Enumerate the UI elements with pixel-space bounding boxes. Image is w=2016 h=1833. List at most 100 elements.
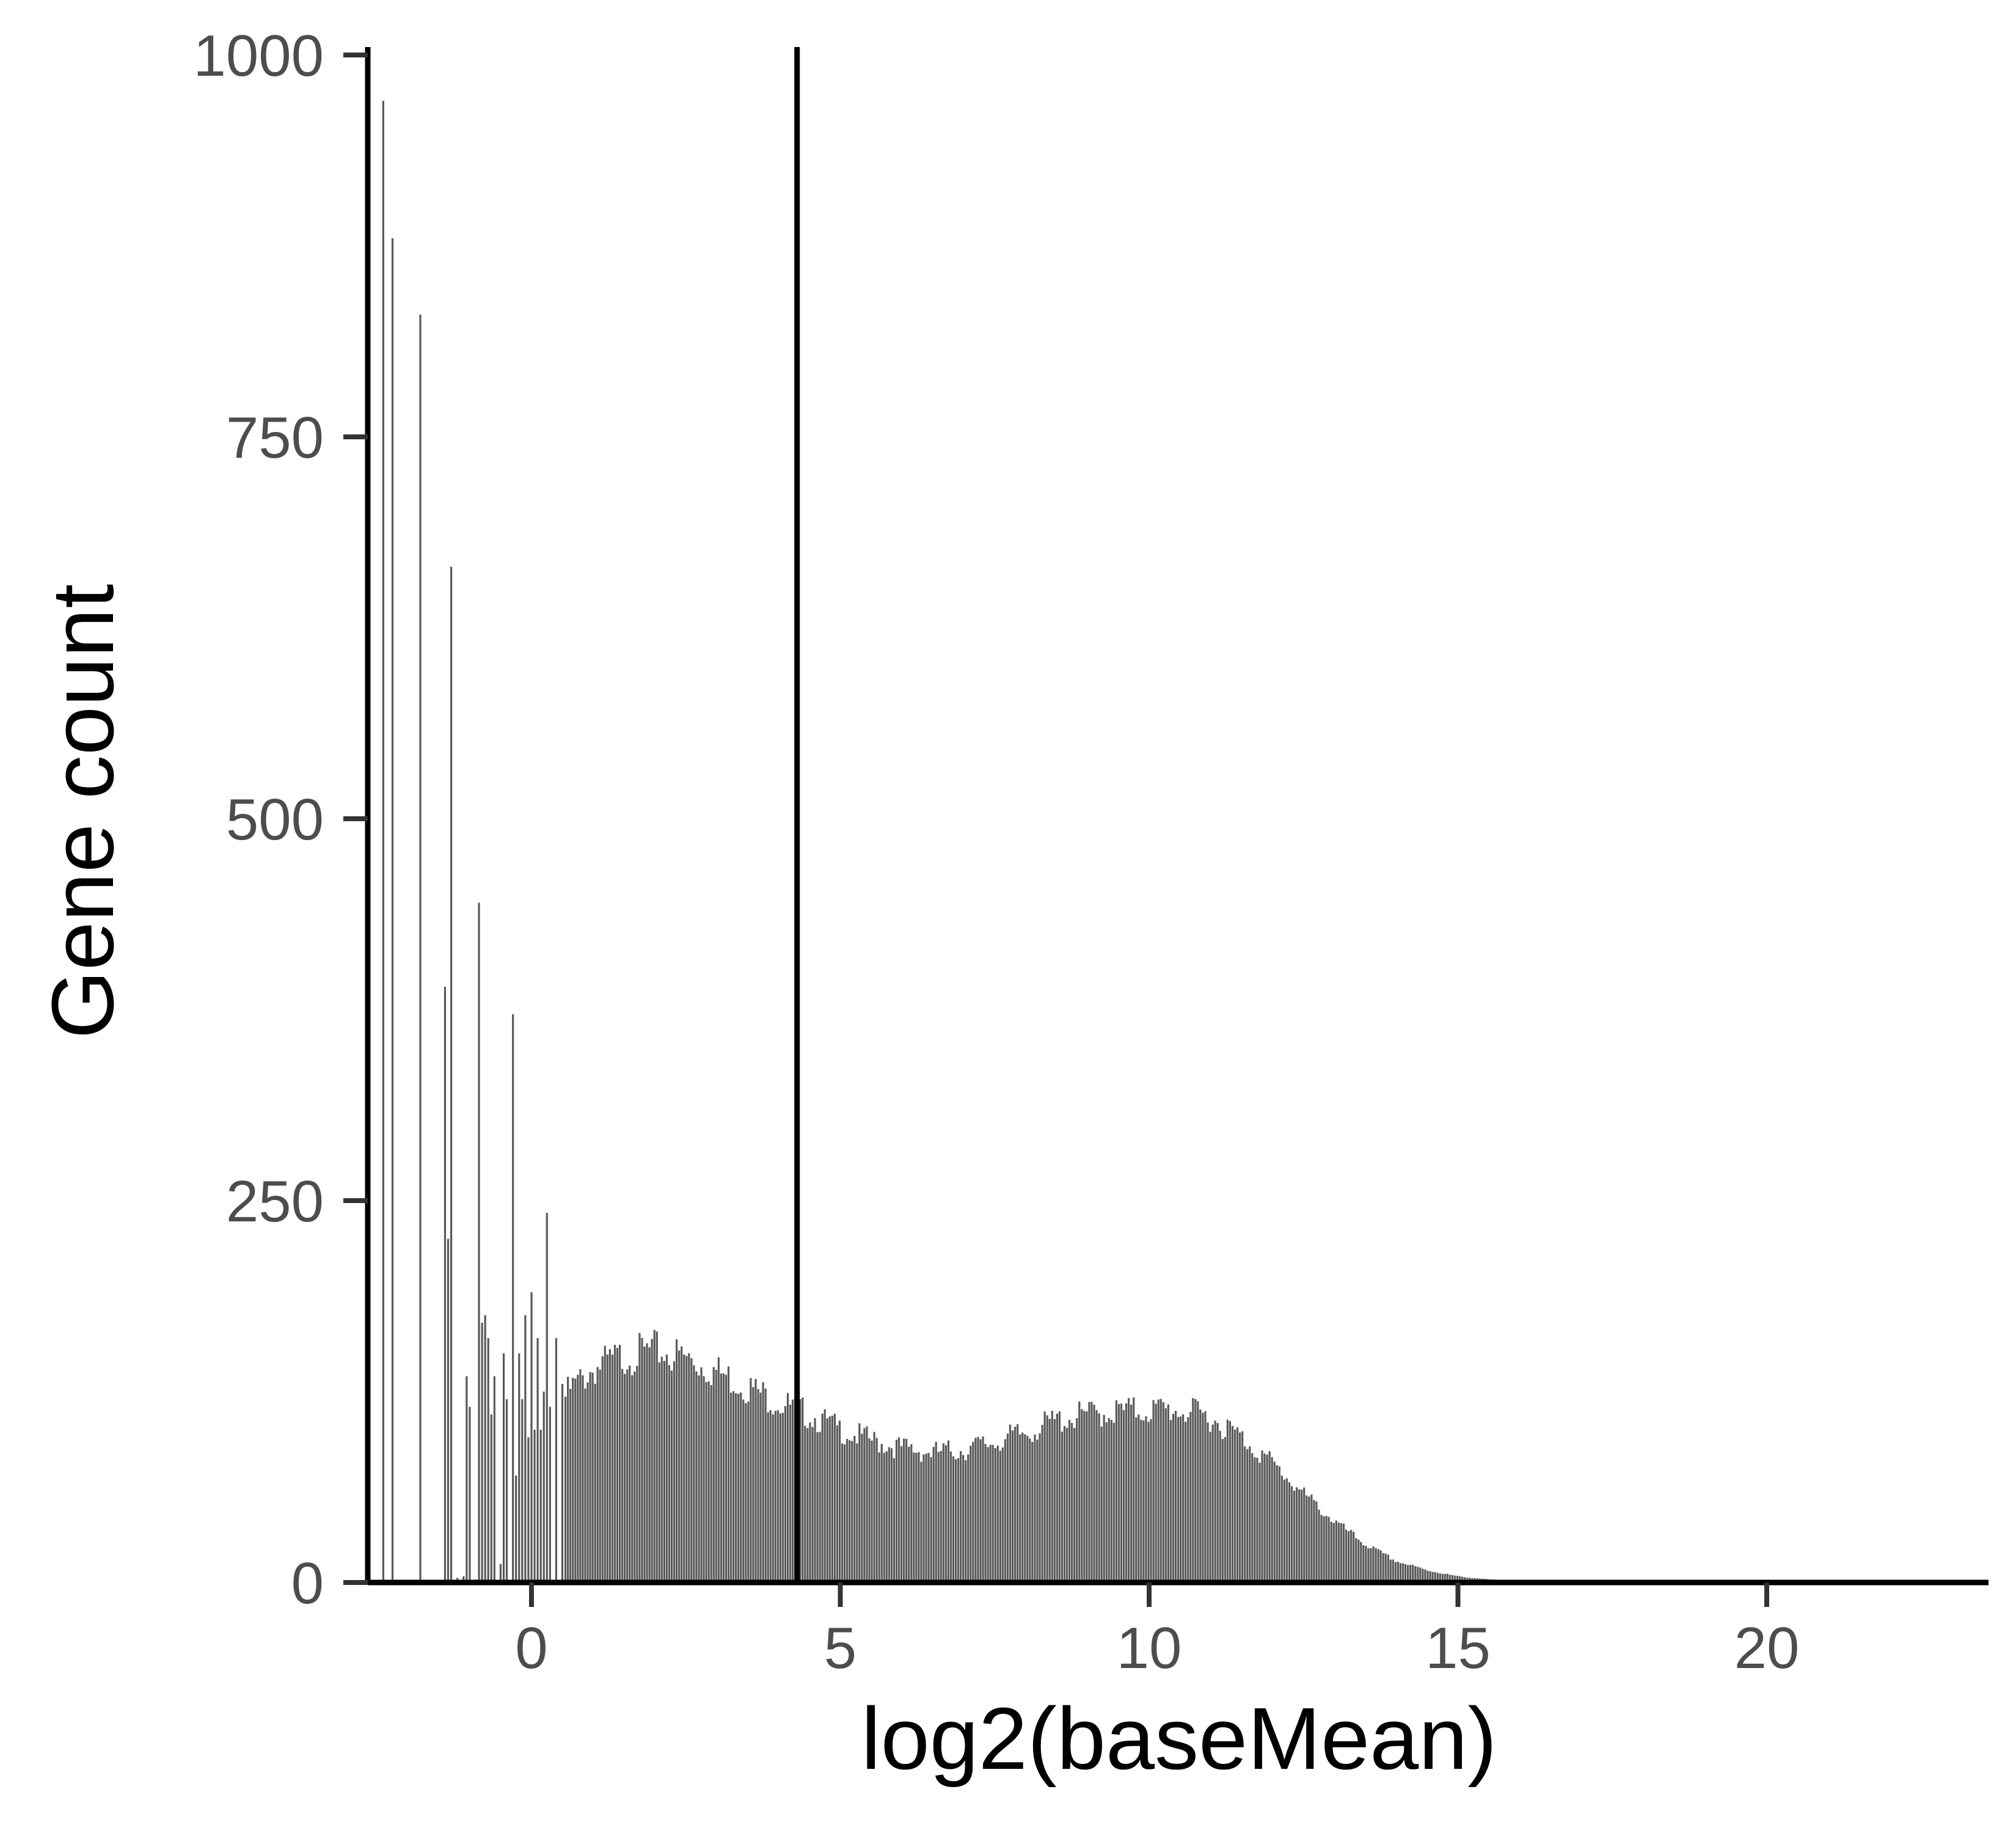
- histogram-bar: [883, 1452, 885, 1582]
- histogram-bar: [903, 1438, 905, 1582]
- x-tick-label: 5: [824, 1615, 856, 1681]
- histogram-bar: [1340, 1523, 1343, 1582]
- histogram-bar: [814, 1418, 816, 1582]
- x-tick-label: 10: [1117, 1615, 1182, 1681]
- histogram-bar: [1021, 1432, 1024, 1582]
- histogram-bar: [663, 1361, 665, 1582]
- histogram-bar: [1083, 1411, 1086, 1582]
- histogram-bar: [1453, 1575, 1456, 1582]
- histogram-bar: [705, 1381, 707, 1582]
- histogram-bar: [1226, 1419, 1229, 1582]
- histogram-bar: [1276, 1465, 1278, 1582]
- histogram-bar: [957, 1458, 960, 1582]
- histogram-bar: [1199, 1409, 1202, 1582]
- histogram-bar: [1414, 1566, 1417, 1582]
- histogram-bar: [925, 1454, 927, 1582]
- histogram-bar: [462, 1576, 465, 1582]
- histogram-bar: [1207, 1422, 1209, 1582]
- histogram-bar: [952, 1456, 955, 1582]
- histogram-bar: [1409, 1565, 1412, 1582]
- histogram-bar: [781, 1413, 784, 1582]
- histogram-bar: [1185, 1421, 1187, 1582]
- histogram-bar: [1019, 1434, 1021, 1582]
- histogram-bar: [690, 1358, 693, 1582]
- histogram-bar: [1258, 1463, 1261, 1582]
- histogram-bar: [1229, 1421, 1232, 1582]
- histogram-bar: [469, 1407, 471, 1582]
- x-tick-label: 0: [515, 1615, 547, 1681]
- histogram-bar: [1379, 1550, 1382, 1582]
- histogram-bar: [802, 1397, 804, 1582]
- histogram-bar: [1216, 1423, 1219, 1582]
- x-tick-label: 20: [1734, 1615, 1800, 1681]
- histogram-bar: [524, 1315, 527, 1582]
- histogram-bar: [1382, 1553, 1384, 1582]
- histogram-bar: [1014, 1426, 1017, 1582]
- histogram-bar: [851, 1441, 853, 1582]
- bars-layer: [382, 101, 1535, 1582]
- histogram-bar: [897, 1437, 900, 1582]
- histogram-bar: [1098, 1413, 1100, 1582]
- histogram-bar: [920, 1462, 922, 1582]
- histogram-bar: [1436, 1573, 1439, 1582]
- histogram-bar: [1375, 1548, 1377, 1582]
- histogram-bar: [1283, 1479, 1286, 1582]
- histogram-bar: [1355, 1538, 1357, 1582]
- histogram-bar: [1412, 1565, 1414, 1582]
- histogram-bar: [1404, 1564, 1407, 1582]
- histogram-bar: [1280, 1476, 1283, 1582]
- histogram-bar: [885, 1451, 888, 1582]
- histogram-bar: [1349, 1529, 1353, 1582]
- histogram-bar: [1389, 1559, 1392, 1582]
- histogram-bar: [1345, 1529, 1348, 1582]
- histogram-bar: [1065, 1427, 1068, 1582]
- histogram-bar: [1138, 1414, 1140, 1582]
- histogram-bar: [962, 1455, 965, 1582]
- histogram-bar: [1103, 1414, 1105, 1582]
- histogram-bar: [703, 1376, 705, 1582]
- histogram-bar: [858, 1423, 861, 1582]
- histogram-bar: [695, 1371, 698, 1582]
- histogram-bar: [710, 1385, 712, 1582]
- histogram-bar: [843, 1444, 846, 1582]
- histogram-bar: [502, 1353, 505, 1582]
- histogram-bar: [1384, 1553, 1387, 1582]
- histogram-bar: [1174, 1410, 1177, 1582]
- histogram-bar: [1009, 1424, 1012, 1582]
- histogram-bar: [382, 101, 384, 1582]
- histogram-bar: [747, 1401, 750, 1582]
- histogram-bar: [1133, 1397, 1135, 1582]
- histogram-bar: [1308, 1496, 1310, 1582]
- histogram-bar: [668, 1365, 671, 1582]
- histogram-bar: [871, 1440, 873, 1582]
- histogram-bar: [774, 1411, 776, 1582]
- histogram-bar: [1128, 1398, 1130, 1582]
- histogram-bar: [987, 1447, 989, 1582]
- histogram-bar: [1056, 1413, 1058, 1582]
- histogram-bar: [1120, 1403, 1123, 1582]
- histogram-bar: [542, 1391, 545, 1582]
- histogram-bar: [833, 1413, 836, 1582]
- histogram-bar: [1256, 1457, 1258, 1582]
- histogram-bar: [693, 1365, 695, 1582]
- histogram-bar: [1335, 1520, 1337, 1582]
- histogram-bar: [1058, 1411, 1061, 1582]
- histogram-bar: [972, 1441, 974, 1582]
- histogram-bar: [1150, 1419, 1152, 1582]
- histogram-bar: [1353, 1531, 1355, 1582]
- histogram-bar: [579, 1369, 582, 1582]
- histogram-bar: [1224, 1437, 1226, 1582]
- histogram-bar: [636, 1366, 638, 1582]
- y-tick-label: 750: [226, 405, 324, 470]
- histogram-bar: [561, 1384, 564, 1582]
- histogram-bar: [1155, 1403, 1157, 1582]
- histogram-bar: [1296, 1487, 1298, 1582]
- histogram-bar: [1244, 1446, 1246, 1582]
- histogram-bar: [613, 1345, 616, 1582]
- histogram-bar: [611, 1355, 614, 1582]
- histogram-bar: [549, 1407, 551, 1582]
- histogram-bar: [772, 1414, 774, 1582]
- histogram-bar: [954, 1459, 957, 1582]
- histogram-bar: [527, 1437, 530, 1582]
- histogram-bar: [499, 1564, 502, 1582]
